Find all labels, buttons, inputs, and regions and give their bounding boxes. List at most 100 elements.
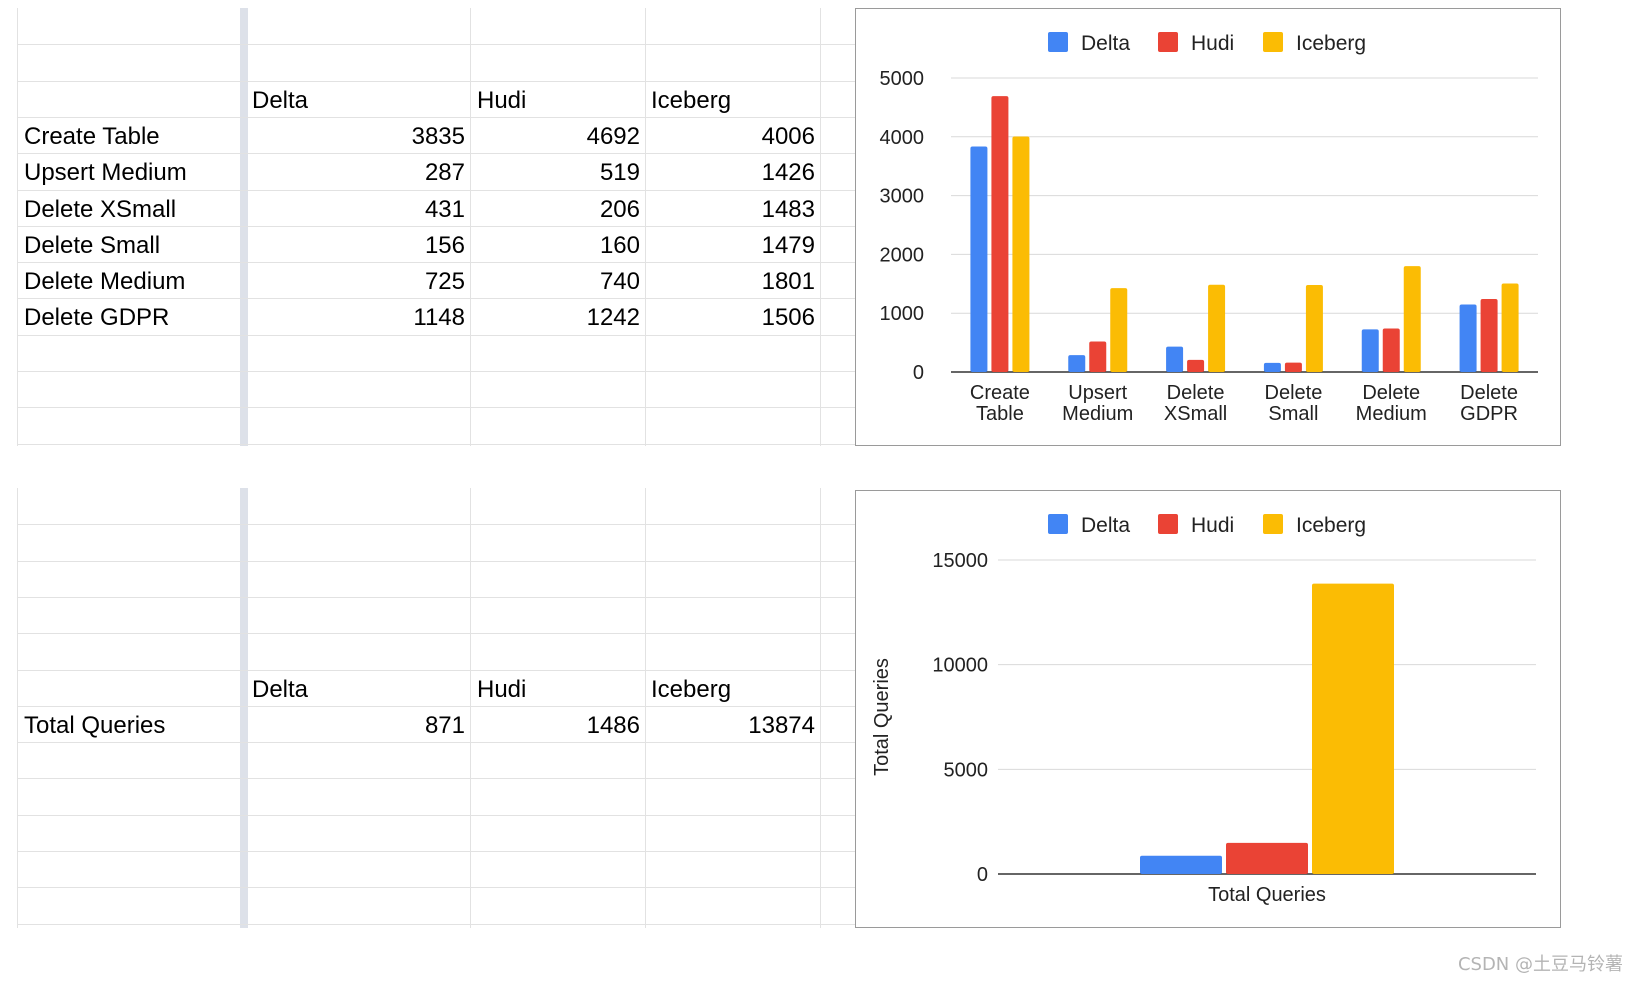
y-tick-label: 0 <box>913 362 924 384</box>
value-cell[interactable]: 1479 <box>761 231 815 259</box>
row-label-cell[interactable]: Delete XSmall <box>24 195 177 223</box>
x-category-label: Table <box>976 403 1024 425</box>
value-cell[interactable]: 13874 <box>748 711 815 739</box>
row-label-cell[interactable]: Delete Medium <box>24 268 186 296</box>
bar-delta <box>1166 346 1184 372</box>
x-category-label: Small <box>1268 403 1318 425</box>
legend-swatch-delta <box>1048 32 1068 52</box>
grid-row-line <box>17 705 870 707</box>
legend-label: Delta <box>1081 514 1130 537</box>
grid-row-line <box>17 923 870 925</box>
bar-hudi <box>991 96 1009 372</box>
grid-column-line <box>645 488 646 928</box>
grid-row-line <box>17 225 870 227</box>
value-cell[interactable]: 4006 <box>761 122 815 150</box>
bar-hudi <box>1187 359 1205 372</box>
grid-row-line <box>17 153 870 155</box>
y-tick-label: 3000 <box>880 186 925 208</box>
column-header-cell[interactable]: Hudi <box>477 86 527 114</box>
x-category-label: XSmall <box>1164 403 1227 425</box>
x-category-label: Total Queries <box>1208 884 1326 906</box>
bar-iceberg <box>1305 285 1323 372</box>
grid-row-line <box>17 778 870 780</box>
y-axis-label: Total Queries <box>871 658 893 776</box>
bar-chart-total-queries[interactable]: Delta Hudi Iceberg 0 5000 10000 15000 Total Que… <box>855 490 1561 928</box>
grid-row-line <box>17 116 870 118</box>
bar-delta <box>1068 355 1086 372</box>
bar-iceberg <box>1312 583 1394 874</box>
grid-row-line <box>17 80 870 82</box>
legend-label: Delta <box>1081 32 1130 55</box>
grid-column-line <box>470 8 471 446</box>
column-header-cell[interactable]: Iceberg <box>651 675 732 703</box>
y-tick-label: 4000 <box>880 127 925 149</box>
y-tick-label: 2000 <box>880 244 925 266</box>
column-header-cell[interactable]: Delta <box>252 675 309 703</box>
bar-chart-operations[interactable]: Delta Hudi Iceberg 0 1000 2000 3000 4000 5000 Cre… <box>855 8 1561 446</box>
grid-row-line <box>17 189 870 191</box>
column-header-cell[interactable]: Iceberg <box>651 86 732 114</box>
frozen-column-divider[interactable] <box>240 8 248 446</box>
legend-label: Hudi <box>1191 32 1234 55</box>
value-cell[interactable]: 206 <box>599 195 640 223</box>
grid-row-line <box>17 814 870 816</box>
value-cell[interactable]: 1801 <box>761 268 815 296</box>
grid-row-line <box>17 851 870 852</box>
grid-row-line <box>17 262 870 264</box>
row-label-cell[interactable]: Total Queries <box>24 711 166 739</box>
value-cell[interactable]: 431 <box>424 195 465 223</box>
grid-row-line <box>17 742 870 744</box>
value-cell[interactable]: 287 <box>424 159 465 187</box>
column-header-cell[interactable]: Delta <box>252 86 309 114</box>
bar-iceberg <box>1012 136 1030 372</box>
value-cell[interactable]: 725 <box>424 268 465 296</box>
value-cell[interactable]: 1242 <box>586 304 640 332</box>
row-label-cell[interactable]: Delete Small <box>24 231 161 259</box>
grid-row-line <box>17 887 870 889</box>
value-cell[interactable]: 1506 <box>761 304 815 332</box>
grid-left-edge <box>17 488 18 928</box>
row-label-cell[interactable]: Create Table <box>24 122 160 150</box>
x-category-label: Medium <box>1062 403 1133 425</box>
x-category-label: GDPR <box>1460 403 1518 425</box>
bar-hudi <box>1226 842 1308 874</box>
bar-iceberg <box>1208 284 1226 372</box>
y-tick-label: 1000 <box>880 303 925 325</box>
grid-row-line <box>17 669 870 671</box>
value-cell[interactable]: 1486 <box>586 711 640 739</box>
frozen-column-divider[interactable] <box>240 488 248 928</box>
value-cell[interactable]: 1483 <box>761 195 815 223</box>
grid-left-edge <box>17 8 18 446</box>
x-category-label: Medium <box>1356 403 1427 425</box>
chart-legend: Delta Hudi Iceberg <box>1048 32 1366 55</box>
grid-row-line <box>17 633 870 635</box>
legend-label: Iceberg <box>1296 514 1366 537</box>
value-cell[interactable]: 871 <box>424 711 465 739</box>
x-category-label: Delete <box>1460 382 1518 404</box>
bar-iceberg <box>1110 288 1128 372</box>
y-tick-label: 15000 <box>932 550 988 572</box>
bar-hudi <box>1089 341 1107 372</box>
bar-delta <box>1361 329 1379 372</box>
y-tick-label: 5000 <box>880 68 925 90</box>
spreadsheet-total-queries: Delta Hudi Iceberg Total Queries 871 1486 1387… <box>0 488 870 928</box>
bar-delta <box>1140 855 1222 874</box>
row-label-cell[interactable]: Delete GDPR <box>24 304 170 332</box>
value-cell[interactable]: 4692 <box>586 122 640 150</box>
bar-iceberg <box>1403 266 1421 372</box>
value-cell[interactable]: 3835 <box>411 122 465 150</box>
value-cell[interactable]: 1426 <box>761 159 815 187</box>
grid-column-line <box>470 488 471 928</box>
value-cell[interactable]: 740 <box>599 268 640 296</box>
bar-hudi <box>1480 298 1498 372</box>
value-cell[interactable]: 160 <box>599 231 640 259</box>
grid-row-line <box>17 298 870 300</box>
y-tick-label: 5000 <box>944 759 989 781</box>
value-cell[interactable]: 156 <box>424 231 465 259</box>
bar-delta <box>1459 304 1477 372</box>
y-tick-label: 10000 <box>932 655 988 677</box>
value-cell[interactable]: 519 <box>599 159 640 187</box>
column-header-cell[interactable]: Hudi <box>477 675 527 703</box>
value-cell[interactable]: 1148 <box>413 304 465 332</box>
row-label-cell[interactable]: Upsert Medium <box>24 159 187 187</box>
